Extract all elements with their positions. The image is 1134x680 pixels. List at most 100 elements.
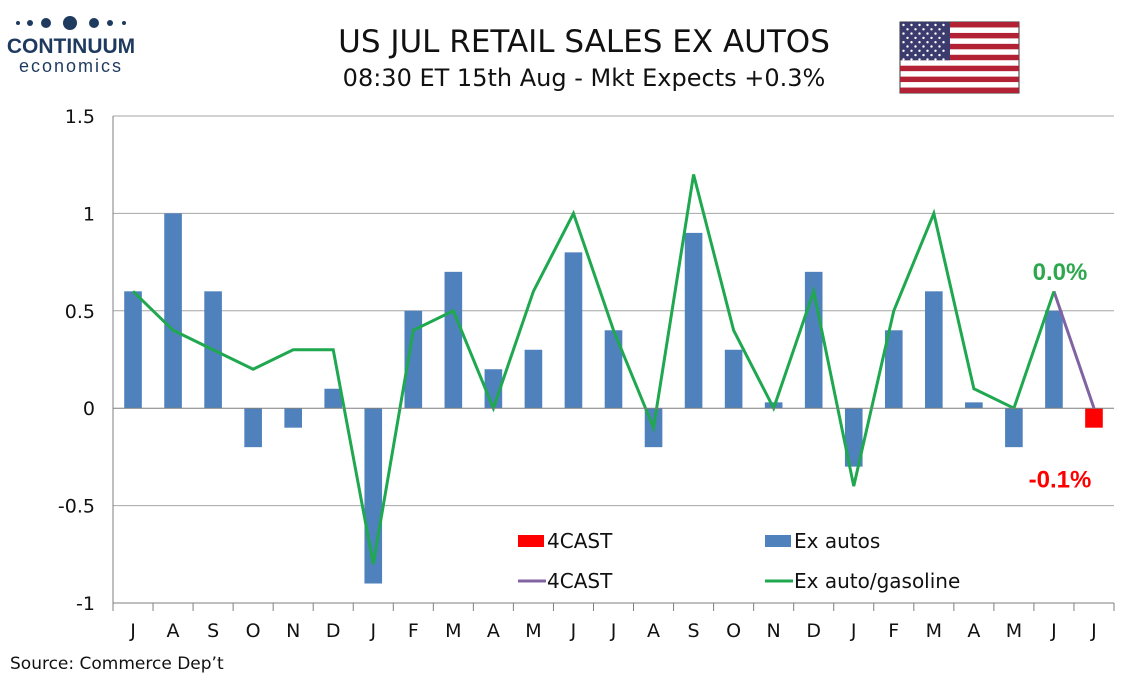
bar-ex-autos xyxy=(444,271,463,409)
x-tick-label: D xyxy=(326,620,341,642)
flag-canton xyxy=(900,22,950,61)
flag-star xyxy=(942,41,945,44)
flag-star xyxy=(938,36,941,40)
x-tick-label: J xyxy=(1090,620,1097,642)
x-tick-label: S xyxy=(207,620,219,642)
x-tick-label: A xyxy=(647,620,660,642)
bar-ex-autos xyxy=(724,349,743,409)
data-annotation: 0.0% xyxy=(1033,259,1088,286)
logo-dot xyxy=(89,18,99,28)
flag-star xyxy=(922,28,925,31)
x-tick-label: A xyxy=(967,620,980,642)
line-ex-auto-gasoline xyxy=(131,174,1056,565)
x-tick-label: J xyxy=(129,620,136,642)
x-tick-label: J xyxy=(570,620,577,642)
flag-star xyxy=(906,36,909,40)
flag-star xyxy=(902,32,905,35)
data-annotation: -0.1% xyxy=(1029,467,1092,494)
chart-title: US JUL RETAIL SALES EX AUTOS xyxy=(338,24,830,60)
bar-ex-autos xyxy=(925,291,943,409)
logo-dot xyxy=(27,20,33,26)
flag-star xyxy=(930,36,933,40)
flag-star xyxy=(926,49,929,52)
x-tick-label: F xyxy=(888,620,899,642)
legend-label: 4CAST xyxy=(547,569,613,593)
bars xyxy=(124,213,1103,584)
bar-4cast xyxy=(1085,408,1103,428)
x-tick-label: D xyxy=(806,620,821,642)
flag-star xyxy=(934,58,937,61)
bar-ex-autos xyxy=(564,252,583,409)
flag-star xyxy=(922,45,925,48)
bar-ex-autos xyxy=(324,388,343,409)
logo-subword: economics xyxy=(19,56,123,76)
logo-dot xyxy=(107,20,113,26)
bar-ex-autos xyxy=(1045,310,1063,409)
gridlines: -1 -0.5 0 0.5 1 1.5 xyxy=(58,106,1114,615)
x-tick-label: M xyxy=(1006,620,1022,642)
flag-star xyxy=(902,23,905,27)
flag-star xyxy=(918,41,921,44)
flag-star xyxy=(918,49,921,52)
bar-ex-autos xyxy=(684,232,703,409)
flag-star xyxy=(926,41,929,44)
flag-star xyxy=(918,32,921,35)
flag-star xyxy=(938,28,941,31)
bar-ex-autos xyxy=(1005,408,1023,448)
bar-ex-autos xyxy=(244,408,262,448)
flag-star xyxy=(906,45,909,48)
legend-swatch xyxy=(765,535,791,547)
y-tick-label: 1.5 xyxy=(65,106,95,128)
flag-star xyxy=(926,23,929,27)
flag-star xyxy=(942,32,945,35)
flag-star xyxy=(922,53,925,57)
legend-swatch xyxy=(518,535,544,547)
flag-star xyxy=(930,45,933,48)
flag-star xyxy=(930,53,933,57)
flag-star xyxy=(914,45,917,48)
flag-stripe xyxy=(900,87,1019,93)
flag-star xyxy=(942,49,945,52)
legend-label: Ex autos xyxy=(794,529,880,553)
flag-star xyxy=(934,41,937,44)
flag-star xyxy=(910,23,913,27)
flag-star xyxy=(910,41,913,44)
flag-stripe xyxy=(900,22,1019,28)
logo-dot xyxy=(63,16,77,30)
flag-star xyxy=(930,28,933,31)
chart-subtitle: 08:30 ET 15th Aug - Mkt Expects +0.3% xyxy=(343,64,826,92)
flag-star xyxy=(922,36,925,40)
flag-star xyxy=(934,32,937,35)
x-tick-label: J xyxy=(610,620,617,642)
flag-star xyxy=(914,36,917,40)
logo-dot xyxy=(16,21,20,25)
flag-stripe xyxy=(900,32,1019,39)
source-note: Source: Commerce Dep’t xyxy=(10,654,224,674)
bar-ex-autos xyxy=(965,402,983,409)
x-tick-label: O xyxy=(726,620,741,642)
legend-item: 4CAST xyxy=(518,529,613,553)
x-tick-label: N xyxy=(286,620,300,642)
bar-ex-autos xyxy=(604,330,623,409)
legend: 4CAST Ex autos 4CAST Ex auto/gasoline xyxy=(518,529,960,593)
flag-star xyxy=(902,49,905,52)
flag-star xyxy=(914,53,917,57)
bar-ex-autos xyxy=(124,291,142,409)
flag-star xyxy=(902,58,905,61)
bar-ex-autos xyxy=(884,330,903,409)
flag-star xyxy=(938,45,941,48)
flag-stripe xyxy=(900,54,1019,61)
x-tick-label: J xyxy=(1050,620,1057,642)
flag-star xyxy=(926,58,929,61)
x-tick-label: M xyxy=(525,620,541,642)
y-tick-label: 0.5 xyxy=(65,301,95,323)
y-tick-label: -0.5 xyxy=(58,496,95,518)
legend-label: 4CAST xyxy=(547,529,613,553)
x-tick-label: N xyxy=(767,620,781,642)
logo-wordmark: CONTINUUM xyxy=(7,35,135,58)
line-4cast xyxy=(1052,290,1096,409)
flag-star xyxy=(914,28,917,31)
bar-ex-autos xyxy=(404,310,423,409)
y-tick-label: -1 xyxy=(76,593,95,615)
